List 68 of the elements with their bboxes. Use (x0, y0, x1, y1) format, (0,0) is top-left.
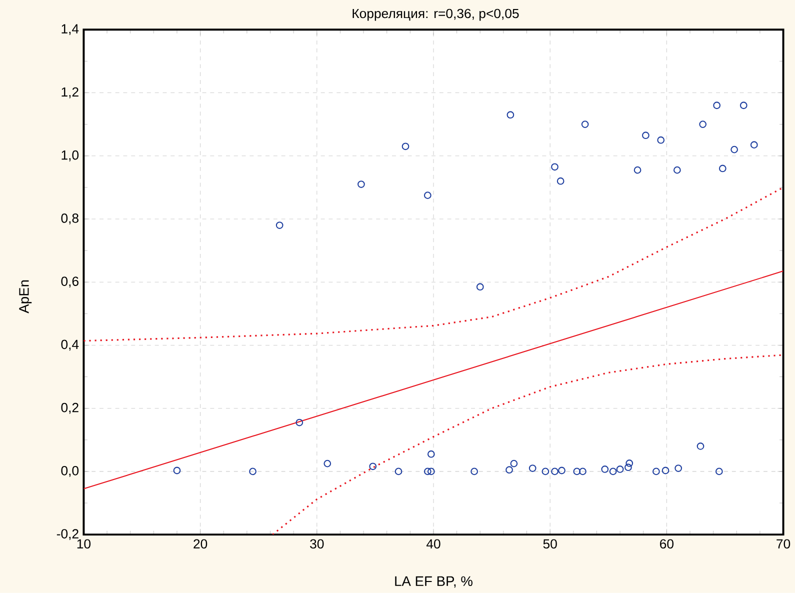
point (673, 166, 681, 174)
y-tick-label: 0,0 (61, 466, 79, 477)
y-tick-label: 0,6 (61, 276, 78, 288)
point (358, 180, 365, 188)
point (394, 468, 402, 476)
point (740, 102, 748, 110)
point (730, 146, 738, 154)
y-tick-label: -0,2 (56, 529, 78, 540)
point (713, 102, 721, 110)
point (528, 464, 536, 472)
point (657, 136, 665, 144)
point (369, 462, 377, 470)
point (609, 468, 617, 476)
point (634, 166, 642, 174)
point (427, 450, 435, 458)
line-series (84, 186, 784, 342)
line-series (272, 354, 784, 535)
point (506, 111, 514, 119)
point (424, 192, 432, 200)
point (506, 466, 513, 474)
point (718, 164, 726, 172)
point (652, 468, 660, 476)
point (470, 468, 478, 476)
point (581, 120, 589, 128)
point (616, 466, 624, 473)
point (173, 466, 181, 474)
point (750, 141, 758, 149)
x-tick-label: 70 (776, 539, 790, 549)
point (542, 468, 550, 476)
x-tick-label: 40 (426, 539, 440, 549)
y-tick-label: 0,2 (61, 402, 78, 414)
x-tick-label: 10 (77, 539, 91, 549)
point (402, 142, 410, 150)
x-axis-title: LA EF BP, % (395, 576, 472, 588)
point (674, 464, 682, 472)
point (296, 418, 304, 426)
y-tick-label: 0,4 (61, 340, 79, 351)
point (662, 466, 670, 474)
point (424, 468, 432, 476)
point (510, 460, 518, 468)
y-axis-title: ApEn (19, 280, 32, 314)
point (551, 468, 558, 476)
point (558, 466, 566, 474)
point (626, 460, 634, 467)
point (427, 468, 435, 476)
point (699, 120, 707, 128)
point (551, 163, 558, 171)
point (715, 468, 723, 476)
y-tick-label: 1,0 (62, 150, 79, 162)
point (696, 442, 704, 450)
point (276, 222, 284, 230)
y-tick-label: 1,2 (62, 87, 78, 98)
y-tick-label: 1,4 (62, 24, 79, 36)
chart-title: Корреляция: r=0,36, p<0,05 (352, 8, 519, 21)
point (579, 468, 586, 476)
point (624, 464, 632, 472)
x-tick-label: 50 (543, 539, 557, 549)
point (556, 177, 564, 185)
point (573, 468, 581, 476)
x-tick-label: 60 (660, 539, 674, 549)
y-tick-label: 0,8 (61, 214, 78, 224)
x-tick-label: 20 (194, 539, 208, 549)
point (476, 283, 484, 291)
point (249, 468, 256, 476)
x-tick-label: 30 (310, 539, 324, 549)
point (642, 132, 650, 140)
point (601, 466, 609, 473)
point (324, 460, 332, 468)
